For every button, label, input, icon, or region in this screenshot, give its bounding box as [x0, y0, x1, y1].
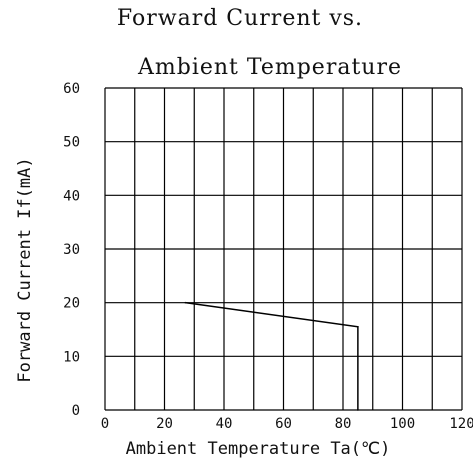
data-point: [184, 301, 187, 304]
chart-title-line1: Forward Current vs.: [116, 6, 364, 31]
y-tick-label: 30: [63, 242, 80, 258]
y-tick-label: 0: [72, 403, 80, 419]
x-tick-label: 80: [335, 416, 352, 432]
x-tick-label: 0: [101, 416, 109, 432]
x-tick-labels: 0 20 40 60 80 100 120: [101, 416, 473, 432]
y-tick-label: 10: [63, 349, 80, 365]
data-point: [357, 409, 359, 411]
x-tick-label: 120: [449, 416, 473, 432]
y-tick-label: 20: [63, 296, 80, 312]
y-tick-label: 50: [63, 135, 80, 151]
x-tick-label: 40: [216, 416, 233, 432]
chart-title-line2: Ambient Temperature: [137, 55, 403, 80]
x-tick-label: 100: [390, 416, 415, 432]
y-tick-label: 40: [63, 188, 80, 204]
series-group: [184, 301, 359, 411]
y-tick-labels: 0 10 20 30 40 50 60: [63, 81, 80, 419]
grid: [104, 87, 463, 411]
y-axis-label: Forward Current If(mA): [15, 157, 35, 382]
x-axis-label: Ambient Temperature Ta(℃): [126, 439, 391, 459]
x-tick-label: 60: [275, 416, 292, 432]
y-tick-label: 60: [63, 81, 80, 97]
x-tick-label: 20: [156, 416, 173, 432]
data-point: [357, 326, 359, 328]
